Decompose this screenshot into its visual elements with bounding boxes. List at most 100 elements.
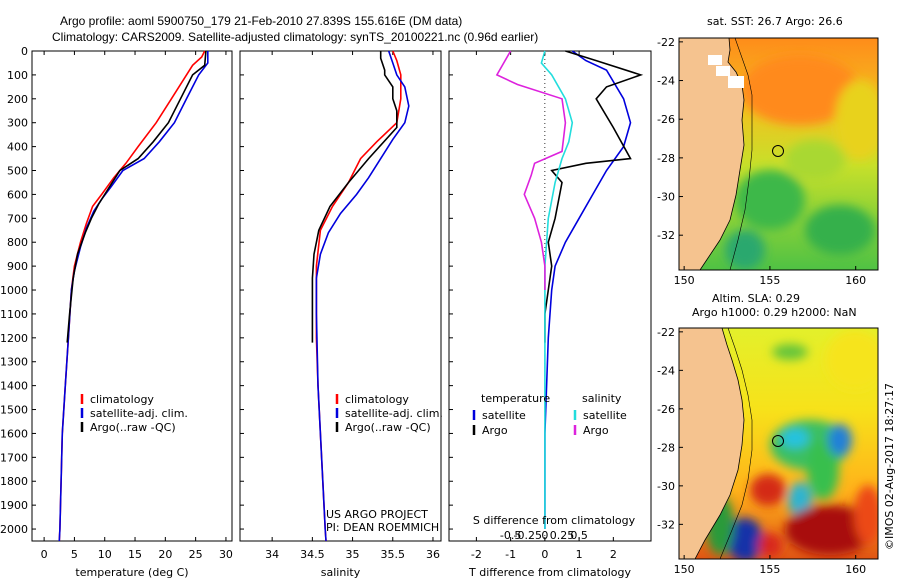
sla-patterns [706,330,878,559]
x-tick-label: 0 [541,548,548,561]
series-satellite-adj-clim [315,50,410,542]
missing-data-patch [716,66,730,76]
coastline-sla [694,328,745,559]
legend-label: Argo [482,424,508,437]
y-tick-label: 200 [7,93,28,106]
x-tick-label: 1 [576,548,583,561]
y-tick-label: 400 [7,141,28,154]
map-sst: sat. SST: 26.7 Argo: 26.6 [678,15,879,271]
map-y-tick-label: -24 [657,364,675,377]
x-tick-label: 34 [265,548,279,561]
plot-frame [31,50,233,542]
salinity-profile: 34 34.5 35 35.5 36 salinity climatologysatelli… [239,50,443,579]
y-tick-label: 1700 [0,451,28,464]
x-tick-label: -2 [471,548,482,561]
y-tick-label: 2000 [0,523,28,536]
legend-label: Argo(..raw -QC) [345,421,431,434]
map-y-tick-label: -30 [657,191,675,204]
map-x-tick-label: 150 [674,563,695,576]
x-tick-label-salinity: 0.5 [570,529,588,542]
x-axis-label: T difference from climatology [468,566,631,579]
x-tick-label-salinity: 0 [541,529,548,542]
sst-map-frame [678,37,879,271]
legend-label: Argo [583,424,609,437]
series-climatology [58,50,206,542]
x-tick-label: 0 [41,548,48,561]
y-tick-label: 100 [7,69,28,82]
sst-map-axes: 150 155 160 -22 -24 -26 -28 -30 -32 [657,36,866,287]
legend-title-salinity: salinity [582,392,622,405]
y-tick-label: 1000 [0,284,28,297]
isobath-sst [729,38,753,270]
sla-map-axes: 150 155 160 -22 -24 -26 -28 -30 -32 [657,326,866,576]
isobath-sla [719,328,753,559]
x-tick-label-salinity: -0.25 [514,529,542,542]
y-tick-label: 1200 [0,332,28,345]
sst-map-title: sat. SST: 26.7 Argo: 26.6 [707,15,843,28]
series-temperature-argo [544,50,644,343]
x-tick-label: -1 [505,548,516,561]
y-tick-label: 300 [7,117,28,130]
map-y-tick-label: -32 [657,229,675,242]
map-y-tick-label: -30 [657,480,675,493]
plot-frame [239,50,442,542]
map-y-tick-label: -32 [657,518,675,531]
y-tick-label: 1400 [0,380,28,393]
land-mass-sla [679,328,744,559]
land-mass-sst [679,38,744,270]
x-tick-label: 2 [610,548,617,561]
x-axis-label: temperature (deg C) [75,566,188,579]
y-tick-label: 1100 [0,308,28,321]
y-tick-label: 1900 [0,499,28,512]
map-y-tick-label: -24 [657,75,675,88]
pi-label: PI: DEAN ROEMMICH [326,521,439,534]
y-tick-label: 1600 [0,427,28,440]
temperature-profile: 0 5 10 15 20 25 300100200300400500600700800900… [0,45,233,579]
x-axis-label: salinity [321,566,361,579]
series-salinity-argo [495,50,567,290]
series-salinity-satellite [540,50,574,529]
x-tick-label: 10 [98,548,112,561]
y-tick-label: 700 [7,212,28,225]
legend-label: satellite [583,409,627,422]
legend-label: satellite-adj. clim. [90,407,188,420]
map-y-tick-label: -22 [657,36,675,49]
legend-label: satellite [482,409,526,422]
sla-map-title-line1: Altim. SLA: 0.29 [712,292,800,305]
y-tick-label: 1300 [0,356,28,369]
legend-title-temperature: temperature [481,392,550,405]
series-satellite-adj-clim [58,51,209,542]
missing-data-patch [708,55,722,65]
argo-position-marker-sst [772,145,784,157]
project-label: US ARGO PROJECT [326,508,428,521]
map-y-tick-label: -22 [657,326,675,339]
coastline-sst [699,38,745,270]
x-tick-label: 35 [346,548,360,561]
missing-data-patch [728,76,744,88]
y-tick-label: 500 [7,165,28,178]
series-temperature-satellite [544,50,632,529]
x-tick-label: 25 [189,548,203,561]
map-x-tick-label: 155 [759,274,780,287]
map-y-tick-label: -28 [657,152,675,165]
map-x-tick-label: 150 [674,274,695,287]
map-x-tick-label: 160 [845,274,866,287]
map-x-tick-label: 160 [845,563,866,576]
y-tick-label: 900 [7,260,28,273]
sla-map-frame [678,327,879,560]
x-tick-label: 34.5 [300,548,325,561]
series-argo-raw-qc [311,51,398,343]
legend-label: climatology [90,393,154,406]
y-tick-label: 1800 [0,475,28,488]
map-x-tick-label: 155 [759,563,780,576]
x-tick-label-salinity: 0.25 [550,529,575,542]
y-tick-label: 0 [21,45,28,58]
map-y-tick-label: -26 [657,403,675,416]
sla-map-title-line2: Argo h1000: 0.29 h2000: NaN [692,306,857,319]
legend-label: Argo(..raw -QC) [90,421,176,434]
y-tick-label: 800 [7,236,28,249]
legend-label: climatology [345,393,409,406]
map-y-tick-label: -28 [657,441,675,454]
x-tick-label: 15 [128,548,142,561]
